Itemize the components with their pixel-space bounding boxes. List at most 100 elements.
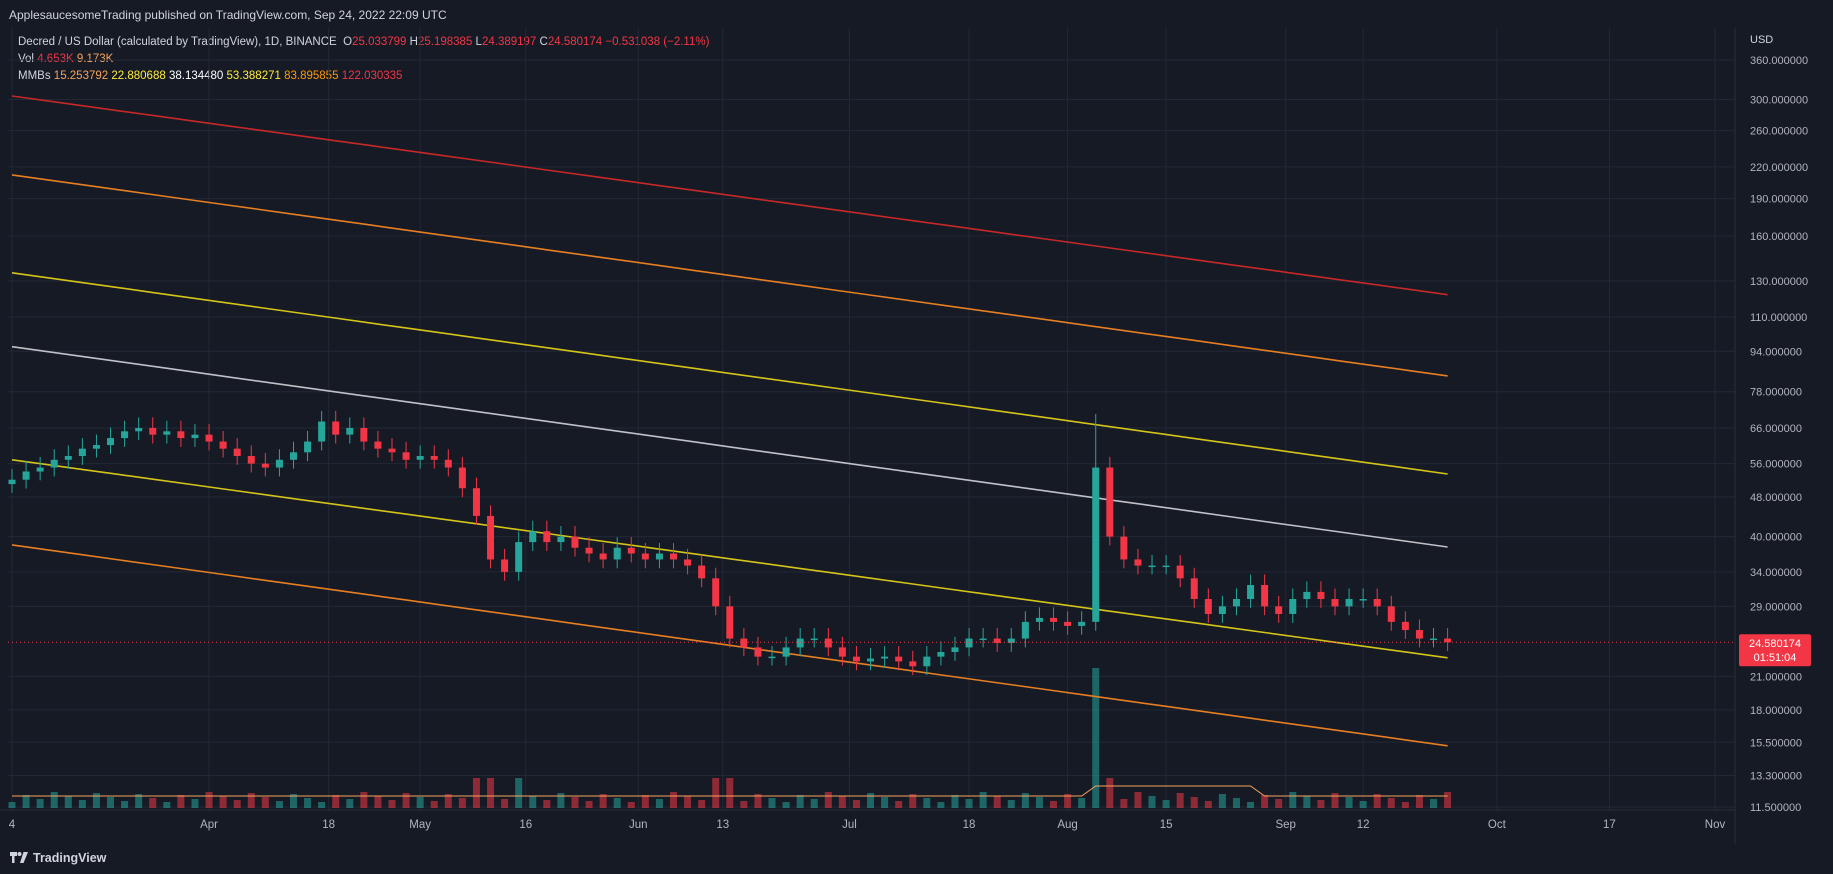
candle-body: [1373, 599, 1381, 607]
volume-bar: [1275, 799, 1283, 808]
candle-body: [1303, 591, 1311, 600]
candle-body: [937, 651, 945, 657]
mmb-band-line: [11, 272, 1448, 475]
candle-body: [191, 434, 199, 439]
volume-bar: [219, 796, 227, 808]
current-price-badge: [1739, 634, 1811, 667]
candle-body: [1387, 606, 1395, 622]
candle-body: [1092, 467, 1100, 622]
volume-bar: [768, 798, 776, 808]
volume-bar: [1317, 800, 1325, 808]
volume-bar: [1190, 797, 1198, 808]
candle-body: [655, 553, 663, 560]
mmb-value-1: 15.253792: [53, 70, 109, 82]
price-tick-label: 48.000000: [1750, 492, 1802, 504]
volume-bar: [979, 792, 987, 808]
candle-body: [1162, 565, 1170, 568]
price-tick-label: 66.000000: [1750, 423, 1802, 435]
volume-bar: [430, 801, 438, 808]
ohlc-open: O25.033799: [343, 36, 407, 48]
candle-body: [951, 647, 959, 652]
candle-body: [740, 638, 748, 648]
volume-bar: [881, 797, 889, 808]
volume-bar: [895, 801, 903, 808]
mmb-bands: [11, 95, 1448, 747]
candle-body: [1176, 565, 1184, 579]
symbol-row: Decred / US Dollar (calculated by Tradin…: [18, 34, 709, 51]
candle-body: [1401, 621, 1409, 631]
price-tick-label: 21.000000: [1750, 671, 1802, 683]
mmb-row[interactable]: MMBs 15.253792 22.880688 38.134480 53.38…: [18, 68, 709, 85]
candle-body: [388, 448, 396, 453]
volume-bar: [557, 793, 565, 808]
volume-bar: [1120, 799, 1128, 808]
candle-body: [1021, 621, 1029, 639]
candle-body: [261, 463, 269, 468]
candle-body: [346, 427, 354, 435]
current-price-value: 24.580174: [1749, 638, 1801, 650]
price-tick-label: 94.000000: [1750, 346, 1802, 358]
candle-body: [881, 656, 889, 659]
mmb-value-3: 38.134480: [168, 70, 224, 82]
volume-bar: [332, 795, 340, 808]
volume-bar: [1401, 802, 1409, 808]
price-tick-label: 190.000000: [1750, 194, 1808, 206]
candle-body: [852, 656, 860, 662]
volume-bar: [1331, 793, 1339, 808]
volume-bar: [726, 778, 734, 808]
candle-body: [585, 547, 593, 554]
candle-body: [50, 459, 58, 468]
volume-bar: [416, 797, 424, 808]
candle-body: [923, 656, 931, 667]
candle-body: [796, 638, 804, 648]
volume-bar: [655, 799, 663, 808]
price-tick-label: 110.000000: [1750, 312, 1807, 324]
candle-body: [1275, 606, 1283, 614]
tradingview-logo[interactable]: TradingView: [10, 851, 106, 865]
candle-body: [275, 459, 283, 468]
candle-body: [1035, 617, 1043, 622]
candle-body: [1007, 638, 1015, 643]
time-tick-label: 12: [1357, 819, 1370, 831]
volume-bar: [669, 792, 677, 808]
top-bar: [0, 0, 1833, 28]
volume-bar: [838, 796, 846, 808]
volume-bar: [1373, 794, 1381, 808]
candle-body: [487, 515, 495, 560]
symbol-title[interactable]: Decred / US Dollar (calculated by Tradin…: [18, 36, 337, 48]
candle-body: [754, 647, 762, 657]
price-axis[interactable]: 360.000000 300.000000 260.000000 220.000000…: [1750, 55, 1808, 814]
volume-bar: [135, 794, 143, 808]
candle-body: [1134, 559, 1142, 566]
mmb-band-line: [11, 95, 1448, 296]
candle-body: [515, 542, 523, 572]
price-tick-label: 130.000000: [1750, 276, 1808, 288]
volume-bar: [543, 800, 551, 808]
candle-body: [810, 638, 818, 641]
candle-body: [219, 441, 227, 449]
volume-bar: [923, 798, 931, 808]
mmb-band-line: [11, 459, 1448, 659]
volume-bar: [149, 798, 157, 808]
volume-bar: [1204, 801, 1212, 808]
time-tick-label: Apr: [200, 819, 218, 831]
time-tick-label: Sep: [1275, 819, 1295, 831]
volume-row[interactable]: Vol 4.653K 9.173K: [18, 51, 709, 68]
candle-body: [838, 647, 846, 657]
candle-body: [1050, 617, 1058, 622]
volume-bar: [36, 799, 44, 808]
candle-body: [163, 431, 171, 435]
current-price-marker: 24.580174 01:51:04: [8, 634, 1811, 667]
volume-bar: [50, 792, 58, 808]
volume-bar: [1162, 800, 1170, 808]
volume-bar: [275, 801, 283, 808]
volume-bar: [388, 800, 396, 808]
candle-body: [444, 459, 452, 468]
volume-bar: [22, 795, 30, 808]
volume-bar: [1092, 668, 1100, 808]
volume-bar: [163, 802, 171, 808]
volume-bar: [458, 798, 466, 808]
volume-bar: [740, 801, 748, 808]
time-axis[interactable]: 4 Apr 18 May 16 Jun 13 Jul 18 Aug 15 Sep 12 Oct 17 Nov: [9, 819, 1726, 831]
